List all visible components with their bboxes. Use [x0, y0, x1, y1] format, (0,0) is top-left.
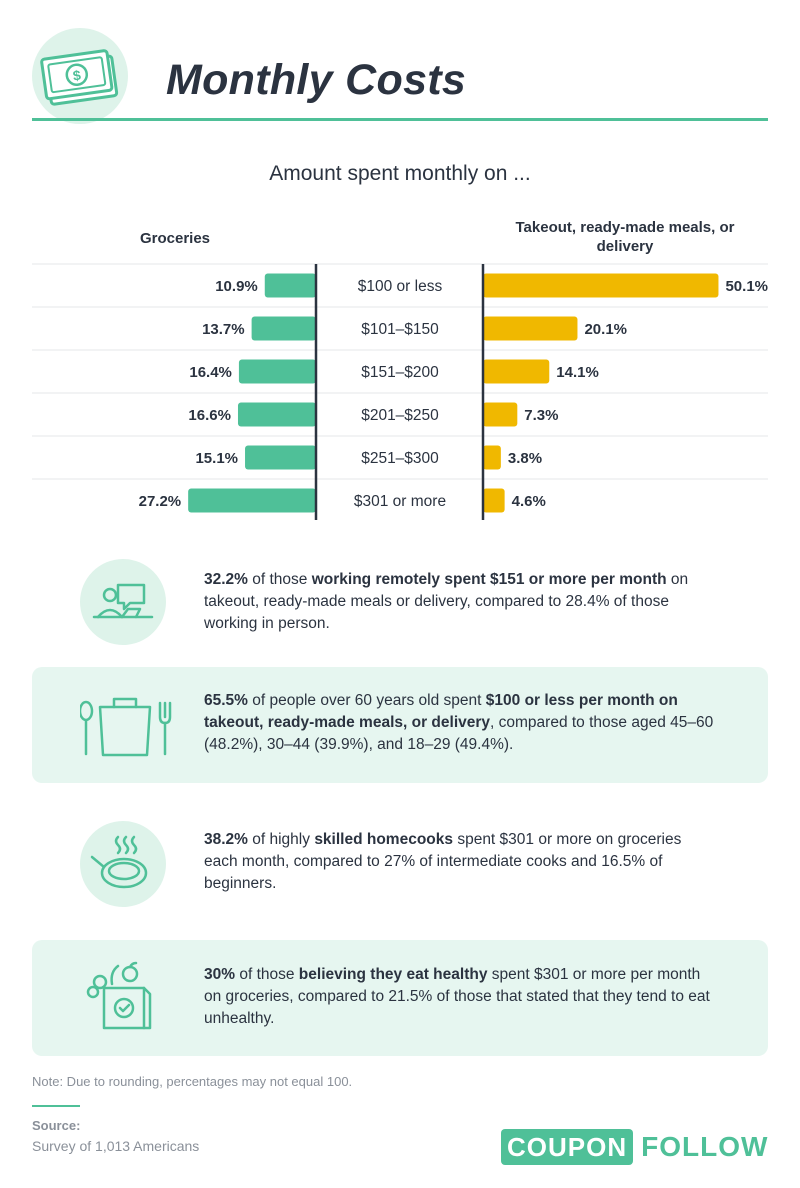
fact-text: 30% of those believing they eat healthy … — [204, 966, 710, 1027]
category-label: $151–$200 — [361, 364, 439, 381]
fact-remote-work: 32.2% of those working remotely spent $1… — [32, 555, 768, 655]
source-text: Survey of 1,013 Americans — [32, 1138, 200, 1154]
groceries-value-label: 16.6% — [188, 407, 231, 424]
takeout-value-label: 50.1% — [725, 278, 768, 295]
groceries-bar — [238, 359, 316, 384]
remote-worker-icon-circle — [80, 559, 166, 645]
groceries-value-label: 15.1% — [195, 450, 238, 467]
grocery-bag-icon — [86, 961, 152, 1030]
couponfollow-logo: COUPON FOLLOW — [501, 1129, 768, 1165]
svg-text:$: $ — [72, 67, 82, 84]
category-label: $201–$250 — [361, 407, 439, 424]
category-label: $301 or more — [354, 493, 446, 510]
takeout-bar — [483, 359, 550, 384]
takeout-bar — [483, 445, 501, 470]
groceries-bar — [251, 316, 316, 341]
groceries-value-label: 13.7% — [202, 321, 245, 338]
groceries-bar — [264, 273, 316, 298]
takeout-value-label: 20.1% — [584, 321, 627, 338]
spending-chart: 10.9% $100 or less 50.1% 13.7% $101–$150 20.1… — [32, 263, 768, 520]
header-divider — [32, 118, 768, 121]
page-title: Monthly Costs — [166, 56, 467, 104]
groceries-value-label: 16.4% — [189, 364, 232, 381]
category-label: $101–$150 — [361, 321, 439, 338]
groceries-bar — [245, 445, 316, 470]
category-label: $100 or less — [358, 278, 443, 295]
takeout-value-label: 3.8% — [508, 450, 542, 467]
fact-seniors-takeout: 65.5% of people over 60 years old spent … — [32, 667, 768, 783]
frying-pan-icon — [90, 835, 148, 889]
category-label: $251–$300 — [361, 450, 439, 467]
grocery-icon-wrap — [80, 954, 166, 1040]
fact-text: 65.5% of people over 60 years old spent … — [204, 692, 714, 753]
money-bills-icon: $ — [40, 49, 119, 106]
takeout-icon-wrap — [78, 681, 172, 767]
remote-worker-icon — [92, 583, 154, 619]
takeout-bar — [483, 402, 518, 427]
header: $ Monthly Costs — [32, 28, 768, 124]
takeout-bag-icon — [78, 697, 172, 757]
takeout-bar — [483, 488, 505, 513]
fact-text: 38.2% of highly skilled homecooks spent … — [204, 831, 682, 892]
source-divider — [32, 1105, 80, 1107]
takeout-bar — [483, 316, 578, 341]
fact-text: 32.2% of those working remotely spent $1… — [204, 571, 689, 632]
takeout-column-heading: Takeout, ready-made meals, or delivery — [515, 219, 735, 255]
rounding-note: Note: Due to rounding, percentages may n… — [32, 1074, 353, 1089]
groceries-value-label: 10.9% — [215, 278, 258, 295]
groceries-bar — [237, 402, 316, 427]
fact-homecooks: 38.2% of highly skilled homecooks spent … — [32, 815, 768, 915]
groceries-bar — [188, 488, 316, 513]
takeout-value-label: 7.3% — [524, 407, 558, 424]
groceries-column-heading: Groceries — [139, 230, 211, 247]
groceries-value-label: 27.2% — [139, 493, 182, 510]
frying-pan-icon-circle — [80, 821, 166, 907]
takeout-bar — [483, 273, 719, 298]
takeout-value-label: 4.6% — [512, 493, 546, 510]
takeout-value-label: 14.1% — [556, 364, 599, 381]
logo-coupon: COUPON — [501, 1129, 634, 1165]
logo-follow: FOLLOW — [641, 1131, 769, 1162]
chart-title: Amount spent monthly on ... — [269, 162, 531, 185]
fact-healthy-eaters: 30% of those believing they eat healthy … — [32, 940, 768, 1056]
source-label: Source: — [32, 1118, 81, 1133]
